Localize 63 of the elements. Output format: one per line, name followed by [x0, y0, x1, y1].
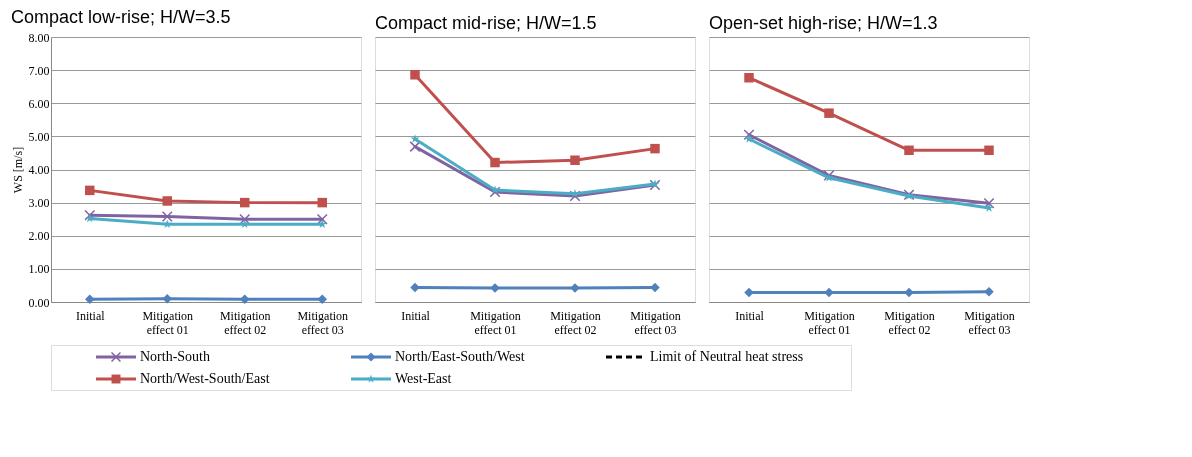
point — [162, 196, 172, 206]
legend-label: West-East — [395, 371, 452, 386]
x-tick-label: Initial — [75, 308, 106, 323]
point — [744, 73, 754, 83]
point — [824, 287, 834, 298]
point — [490, 157, 500, 168]
point — [650, 282, 660, 293]
x-tick-label: Mitigation effect 01 — [142, 308, 194, 337]
y-tick-label: 7.00 — [28, 63, 50, 78]
y-tick-label: 2.00 — [28, 229, 50, 244]
y-tick-label: 0.00 — [28, 295, 50, 310]
point — [317, 197, 327, 208]
y-tick-label: 3.00 — [28, 196, 50, 211]
point — [85, 294, 95, 305]
y-tick-label: 5.00 — [28, 129, 50, 144]
legend-label: North/East-South/West — [395, 349, 525, 364]
point — [904, 287, 914, 298]
point — [984, 145, 994, 156]
point — [317, 294, 327, 305]
x-tick-label: Mitigation effect 01 — [470, 308, 521, 337]
chart-title: Compact mid-rise; H/W=1.5 — [375, 13, 597, 33]
legend-label: Limit of Neutral heat stress — [650, 349, 804, 364]
point — [744, 287, 754, 298]
y-tick-label: 6.00 — [28, 96, 50, 111]
x-tick-label: Mitigation effect 02 — [884, 308, 935, 337]
point — [570, 155, 580, 165]
point — [984, 286, 994, 297]
point — [410, 70, 420, 80]
y-tick-label: 8.00 — [28, 30, 50, 45]
x-tick-label: Mitigation effect 01 — [804, 308, 855, 337]
point — [161, 211, 173, 223]
x-tick-label: Mitigation effect 03 — [630, 308, 681, 337]
y-tick-label: 4.00 — [28, 163, 50, 177]
point — [317, 219, 327, 228]
point — [316, 213, 328, 225]
point — [983, 197, 995, 209]
point — [489, 186, 501, 198]
point — [569, 190, 581, 202]
point — [85, 213, 95, 223]
point — [743, 129, 755, 141]
y-axis-title: WS [m/s] — [10, 146, 25, 194]
point — [85, 185, 95, 196]
point — [410, 282, 420, 293]
x-tick-label: Mitigation effect 02 — [550, 308, 601, 337]
point — [162, 219, 172, 228]
x-tick-label: Mitigation effect 03 — [964, 308, 1015, 337]
y-tick-label: 1.00 — [28, 262, 50, 277]
chart-title: Open-set high-rise; H/W=1.3 — [709, 13, 938, 33]
point — [904, 145, 914, 156]
point — [824, 108, 834, 118]
point — [240, 219, 250, 228]
point — [240, 197, 250, 208]
point — [162, 293, 172, 304]
point — [409, 141, 421, 153]
point — [650, 143, 660, 154]
x-tick-label: Mitigation effect 02 — [219, 308, 271, 337]
legend-label: North-South — [140, 349, 210, 364]
x-tick-label: Initial — [735, 308, 765, 323]
x-tick-label: Initial — [401, 308, 431, 323]
x-tick-label: Mitigation effect 03 — [297, 308, 349, 337]
point — [240, 294, 250, 305]
chart-title: Compact low-rise; H/W=3.5 — [11, 7, 231, 27]
legend-label: North/West-South/East — [140, 371, 270, 386]
